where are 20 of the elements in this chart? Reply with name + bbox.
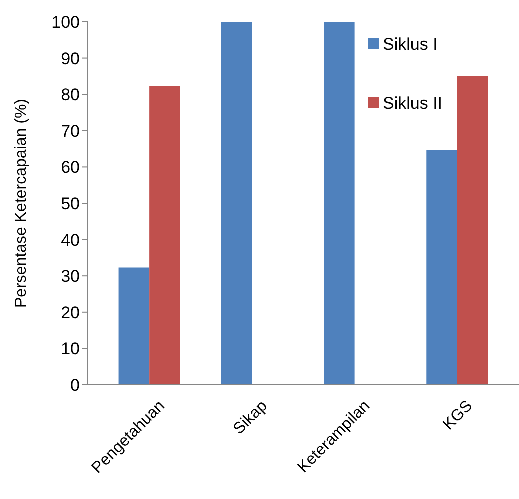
y-tick-label: 10	[61, 340, 80, 359]
bar	[324, 22, 355, 385]
bar	[118, 268, 150, 385]
legend-label: Siklus I	[383, 34, 438, 54]
bar	[150, 86, 180, 385]
y-tick-label: 20	[61, 303, 80, 322]
y-tick-label: 0	[70, 376, 80, 395]
y-tick-label: 80	[61, 86, 80, 105]
legend-label: Siklus II	[383, 94, 443, 113]
y-tick-label: 70	[61, 122, 80, 141]
y-tick-label: 40	[61, 230, 80, 250]
y-tick-label: 50	[61, 194, 80, 214]
bar	[426, 150, 458, 385]
y-tick-label: 30	[61, 267, 80, 286]
y-axis-title: Persentase Ketercapaian (%)	[13, 99, 30, 308]
y-tick-label: 100	[52, 12, 80, 32]
bar	[221, 22, 252, 385]
y-tick-label: 60	[61, 158, 80, 178]
bar	[457, 76, 488, 385]
y-tick-label: 90	[61, 49, 80, 68]
